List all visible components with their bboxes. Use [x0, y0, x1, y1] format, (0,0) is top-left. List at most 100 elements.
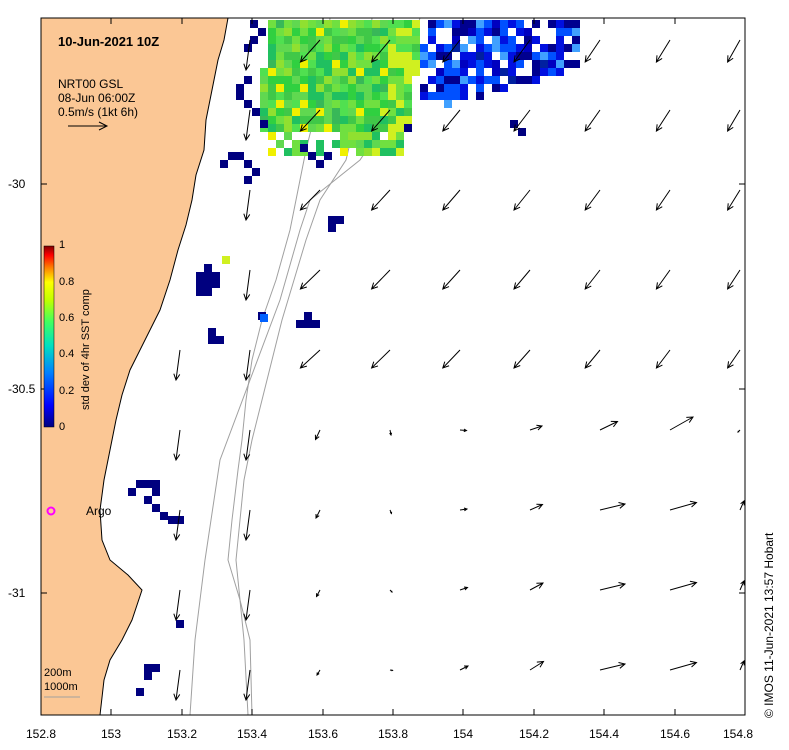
- sst-cell: [380, 148, 388, 156]
- current-arrow: [459, 586, 469, 591]
- sst-cell: [292, 100, 300, 108]
- sst-cell: [548, 20, 556, 28]
- current-arrow: [529, 660, 545, 671]
- sst-cell: [476, 36, 484, 44]
- sst-cell: [364, 124, 372, 132]
- sst-cell: [372, 68, 380, 76]
- sst-cell: [492, 20, 500, 28]
- current-arrow: [370, 109, 391, 132]
- sst-cell: [204, 264, 212, 272]
- sst-cell: [212, 280, 220, 288]
- sst-cell: [284, 116, 292, 124]
- sst-cell: [356, 140, 364, 148]
- sst-cell: [356, 132, 364, 140]
- sst-cell: [292, 68, 300, 76]
- sst-cell: [388, 148, 396, 156]
- sst-cell: [276, 116, 284, 124]
- sst-cell: [380, 100, 388, 108]
- sst-cell: [380, 108, 388, 116]
- sst-cell: [372, 84, 380, 92]
- argo-label: Argo: [86, 504, 112, 518]
- sst-cell: [500, 68, 508, 76]
- sst-cell: [556, 60, 564, 68]
- sst-cell: [428, 52, 436, 60]
- sst-cell: [260, 84, 268, 92]
- sst-cell: [372, 140, 380, 148]
- sst-cell: [250, 36, 258, 44]
- current-arrow: [442, 189, 461, 211]
- sst-cell: [296, 320, 304, 328]
- sst-cell: [476, 52, 484, 60]
- sst-cell: [144, 480, 152, 488]
- sst-cell: [468, 52, 476, 60]
- sst-cell: [476, 68, 484, 76]
- sst-cell: [324, 68, 332, 76]
- sst-cell: [284, 100, 292, 108]
- sst-cell: [364, 140, 372, 148]
- sst-cell: [420, 92, 428, 100]
- sst-cell: [484, 52, 492, 60]
- current-arrow: [370, 189, 391, 211]
- sst-cell: [396, 84, 404, 92]
- sst-cell: [316, 140, 324, 148]
- sst-cell: [396, 76, 404, 84]
- sst-cell: [412, 60, 420, 68]
- current-arrow: [316, 669, 321, 676]
- current-arrow: [299, 189, 321, 211]
- sst-cell: [444, 100, 452, 108]
- colorbar: [43, 245, 55, 428]
- sst-cell: [516, 44, 524, 52]
- sst-cell: [340, 108, 348, 116]
- sst-cell: [276, 92, 284, 100]
- isobath-label-1000m: 1000m: [44, 681, 78, 693]
- sst-cell: [300, 124, 308, 132]
- sst-cell: [364, 132, 372, 140]
- sst-cell: [572, 60, 580, 68]
- sst-cell: [284, 20, 292, 28]
- sst-cell: [452, 28, 460, 36]
- current-arrow: [655, 39, 671, 63]
- sst-cell: [284, 52, 292, 60]
- sst-cell: [292, 20, 300, 28]
- sst-cell: [340, 84, 348, 92]
- sst-cell: [404, 68, 412, 76]
- sst-cell: [276, 28, 284, 36]
- colorbar-tick-1: 1: [59, 239, 66, 251]
- sst-cell: [356, 36, 364, 44]
- current-arrow: [442, 109, 461, 132]
- sst-cell: [332, 44, 340, 52]
- sst-cell: [508, 60, 516, 68]
- sst-cell: [300, 20, 308, 28]
- sst-cell: [388, 116, 396, 124]
- sst-cell: [284, 68, 292, 76]
- sst-cell: [380, 68, 388, 76]
- sst-cell: [268, 92, 276, 100]
- current-arrow: [739, 659, 745, 671]
- sst-cell: [492, 76, 500, 84]
- sst-cell: [144, 664, 152, 672]
- current-arrow: [243, 429, 251, 462]
- current-arrow: [243, 349, 251, 382]
- sst-cell: [420, 84, 428, 92]
- sst-cell: [364, 60, 372, 68]
- sst-cell: [284, 92, 292, 100]
- sst-cell: [436, 52, 444, 60]
- sst-cell: [460, 84, 468, 92]
- sst-cell: [196, 272, 204, 280]
- sst-cell: [516, 52, 524, 60]
- sst-cell: [228, 152, 236, 160]
- sst-cell: [444, 20, 452, 28]
- sst-cell: [468, 20, 476, 28]
- sst-cell: [328, 224, 336, 232]
- sst-cell: [564, 60, 572, 68]
- sst-cell: [436, 68, 444, 76]
- credit-text: © IMOS 11-Jun-2021 13:57 Hobart: [762, 532, 776, 718]
- current-arrow: [599, 661, 627, 671]
- land-mass: [40, 17, 229, 716]
- y-tick-label: -31: [8, 586, 26, 600]
- current-arrow: [655, 269, 671, 290]
- sst-cell: [492, 68, 500, 76]
- sst-cell: [380, 140, 388, 148]
- sst-cell: [388, 100, 396, 108]
- current-arrow: [299, 109, 321, 132]
